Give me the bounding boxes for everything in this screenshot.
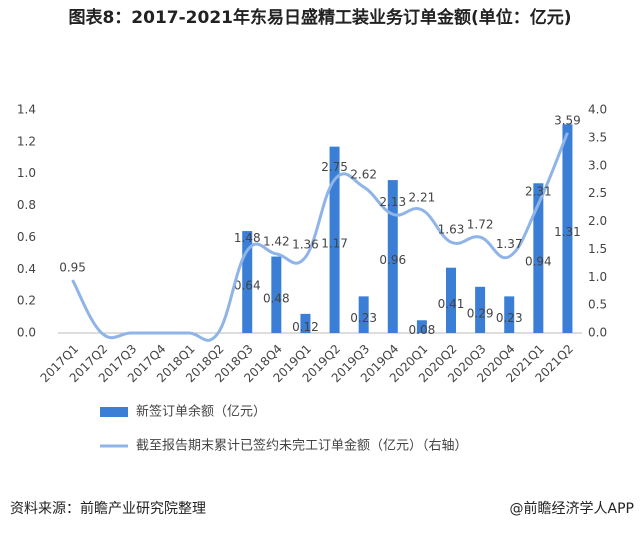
bar bbox=[504, 296, 515, 333]
line-value-label: 2.31 bbox=[525, 185, 552, 199]
y-tick-label: 0.8 bbox=[17, 198, 36, 212]
bar-value-label: 0.23 bbox=[350, 311, 377, 325]
bar bbox=[358, 296, 369, 333]
y2-tick-label: 4.0 bbox=[588, 103, 607, 117]
bar-value-label: 0.08 bbox=[409, 323, 436, 337]
y2-tick-label: 2.0 bbox=[588, 214, 607, 228]
source: 资料来源：前瞻产业研究院整理 bbox=[10, 501, 206, 517]
line-value-label: 1.63 bbox=[438, 223, 465, 237]
legend-label: 截至报告期末累计已签约未完工订单金额（亿元）（右轴） bbox=[136, 438, 468, 454]
y2-tick-label: 3.0 bbox=[588, 158, 607, 172]
bar bbox=[329, 146, 340, 333]
line-value-label: 0.95 bbox=[59, 261, 86, 275]
legend-marker bbox=[100, 407, 128, 417]
y-tick-label: 0.2 bbox=[17, 294, 36, 308]
line-value-label: 2.21 bbox=[409, 190, 436, 204]
bar bbox=[533, 183, 544, 333]
bar-value-label: 0.29 bbox=[467, 306, 494, 320]
bar bbox=[271, 256, 282, 333]
line-value-label: 1.37 bbox=[496, 237, 523, 251]
line-value-label: 2.13 bbox=[379, 195, 406, 209]
line-value-label: 2.75 bbox=[321, 160, 348, 174]
line-value-label: 3.59 bbox=[554, 113, 581, 127]
bar-value-label: 0.94 bbox=[525, 255, 552, 269]
bar-value-label: 1.31 bbox=[554, 225, 581, 239]
y2-tick-label: 3.5 bbox=[588, 130, 607, 144]
y2-tick-label: 1.5 bbox=[588, 242, 607, 256]
y2-tick-label: 2.5 bbox=[588, 186, 607, 200]
line-value-label: 1.36 bbox=[292, 238, 319, 252]
legend-label: 新签订单余额（亿元） bbox=[136, 404, 266, 420]
y-tick-label: 1.4 bbox=[17, 103, 36, 117]
bar bbox=[242, 231, 253, 333]
bar-value-label: 0.41 bbox=[438, 297, 465, 311]
bar-value-label: 1.17 bbox=[321, 236, 348, 250]
y-tick-label: 0.0 bbox=[17, 326, 36, 340]
bar bbox=[446, 267, 456, 333]
line-value-label: 1.42 bbox=[263, 234, 290, 248]
bar-value-label: 0.12 bbox=[292, 320, 319, 334]
bar-value-label: 0.64 bbox=[234, 279, 261, 293]
y2-tick-label: 0.0 bbox=[588, 326, 607, 340]
line-value-label: 1.72 bbox=[467, 218, 494, 232]
y-tick-label: 0.4 bbox=[17, 262, 36, 276]
chart-title: 图表8：2017-2021年东易日盛精工装业务订单金额(单位：亿元) bbox=[68, 8, 572, 28]
bar-value-label: 0.23 bbox=[496, 311, 523, 325]
bar bbox=[562, 124, 573, 333]
line bbox=[71, 132, 569, 342]
bar bbox=[475, 286, 486, 333]
bar bbox=[387, 180, 398, 333]
y-tick-label: 0.6 bbox=[17, 230, 36, 244]
y2-tick-label: 1.0 bbox=[588, 270, 607, 284]
credit: @前瞻经济学人APP bbox=[509, 501, 634, 517]
y-tick-label: 1.0 bbox=[17, 166, 36, 180]
bar bbox=[300, 313, 311, 333]
bar-value-label: 0.48 bbox=[263, 291, 290, 305]
line-value-label: 2.62 bbox=[350, 167, 377, 181]
y-tick-label: 1.2 bbox=[17, 134, 36, 148]
line-value-label: 1.48 bbox=[234, 231, 261, 245]
bar bbox=[416, 320, 427, 333]
bar-value-label: 0.96 bbox=[379, 253, 406, 267]
y2-tick-label: 0.5 bbox=[588, 298, 607, 312]
